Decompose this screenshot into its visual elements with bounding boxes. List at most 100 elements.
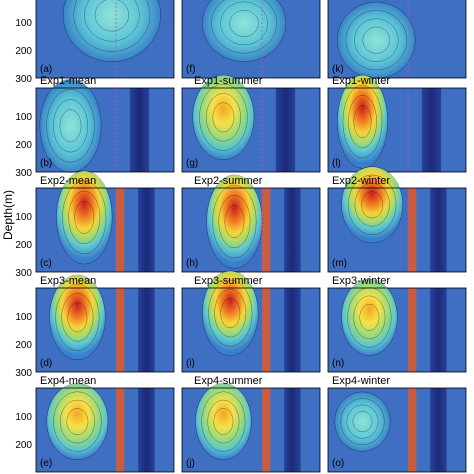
contour-line: [354, 183, 390, 227]
contour-line: [56, 170, 113, 265]
contour-line: [362, 26, 391, 54]
high-value-region: [193, 75, 254, 160]
panel-label: (e): [40, 458, 52, 469]
panel-label: (g): [186, 158, 198, 169]
y-tick-label: 200: [15, 140, 32, 151]
panel-title: Exp3-winter: [332, 275, 390, 287]
contour-line: [61, 293, 94, 342]
panel-label: (o): [332, 458, 344, 469]
contour-line: [353, 295, 386, 340]
contour-line: [208, 279, 253, 347]
contour-line: [55, 283, 100, 351]
contour-line: [361, 191, 384, 219]
contour-line: [202, 270, 259, 356]
contour-line: [205, 93, 241, 142]
panel-label: (m): [332, 258, 347, 269]
high-value-region: [337, 75, 388, 168]
panel-frame: [181, 0, 321, 79]
contour-panel: (d) Exp3-mean: [35, 274, 175, 373]
dark-band: [138, 388, 155, 472]
dark-band: [138, 288, 155, 372]
y-tick-label: 100: [15, 412, 32, 423]
dark-band: [129, 88, 150, 172]
secondary-band: [262, 288, 271, 372]
contour-line: [39, 78, 102, 173]
panel-title: Exp4-mean: [40, 375, 96, 387]
secondary-band: [262, 188, 271, 272]
contour-line: [359, 303, 380, 331]
panel-frame: [327, 87, 467, 173]
contour-line: [207, 399, 240, 444]
contour-line: [52, 99, 89, 153]
contour-line: [94, 0, 130, 32]
contour-line: [354, 18, 399, 62]
panel-label: (l): [332, 158, 341, 169]
contour-line: [341, 166, 404, 244]
high-value-region: [334, 392, 391, 451]
y-tick-label: 300: [15, 368, 32, 379]
contour-line: [59, 109, 82, 143]
contour-panel: (j) Exp4-summer: [181, 375, 321, 473]
contour-panel: (c) Exp2-mean: [35, 170, 175, 273]
contour-panel: (o) Exp4-winter: [327, 375, 467, 473]
panel-label: (n): [332, 358, 344, 369]
high-value-region: [202, 0, 286, 62]
panel-frame: [181, 87, 321, 173]
panel-frame: [181, 387, 321, 473]
high-value-region: [341, 279, 397, 356]
contour-line: [62, 180, 107, 255]
contour-line: [212, 184, 257, 259]
dark-band: [275, 88, 296, 172]
dark-band: [284, 388, 301, 472]
contour-line: [201, 391, 246, 452]
contour-panel: (a): [35, 0, 175, 79]
contour-line: [202, 0, 287, 62]
panel-frame: [35, 87, 175, 173]
panel-label: (j): [186, 458, 195, 469]
contour-line: [74, 200, 95, 234]
panel-title: Exp1-mean: [40, 75, 96, 87]
contour-line: [195, 383, 252, 461]
panel-label: (i): [186, 358, 195, 369]
contour-panel: (k): [327, 0, 467, 79]
contour-line: [84, 0, 140, 42]
panel-label: (c): [40, 258, 52, 269]
panel-label: (k): [332, 64, 344, 75]
dark-band: [138, 188, 155, 272]
contour-line: [62, 0, 161, 62]
high-value-region: [47, 383, 108, 460]
panel-frame: [35, 187, 175, 273]
y-tick-label: 200: [15, 440, 32, 451]
contour-line: [212, 102, 235, 133]
contour-line: [59, 399, 95, 444]
dark-band: [430, 188, 447, 272]
panel-frame: [327, 287, 467, 373]
high-value-region: [337, 2, 415, 78]
contour-line: [199, 83, 248, 151]
high-value-region: [40, 79, 101, 172]
y-tick-label: 200: [15, 46, 32, 57]
high-value-region: [195, 383, 251, 460]
secondary-band: [262, 388, 271, 472]
contour-line: [347, 174, 397, 235]
panel-title: Exp2-mean: [40, 175, 96, 187]
contour-line: [340, 398, 385, 446]
contour-panel: (m) Exp2-winter: [327, 166, 467, 273]
panel-label: (h): [186, 258, 198, 269]
dark-band: [430, 388, 447, 472]
secondary-band: [116, 388, 125, 472]
dark-band: [430, 288, 447, 372]
contour-line: [66, 408, 89, 436]
panel-title: Exp3-mean: [40, 275, 96, 287]
y-tick-label: 300: [15, 168, 32, 179]
y-tick-label: 100: [15, 112, 32, 123]
panel-frame: [327, 187, 467, 273]
y-tick-label: 300: [15, 74, 32, 85]
high-value-region: [202, 271, 258, 356]
contour-line: [353, 105, 372, 139]
y-tick-label: 100: [15, 18, 32, 29]
secondary-band: [116, 288, 125, 372]
secondary-band: [408, 188, 417, 272]
secondary-band: [116, 188, 125, 272]
contour-line: [334, 391, 391, 452]
